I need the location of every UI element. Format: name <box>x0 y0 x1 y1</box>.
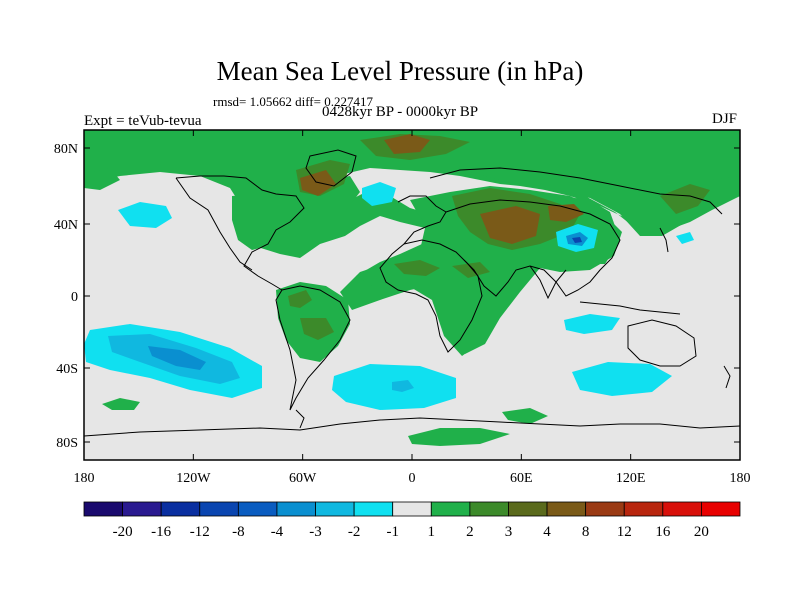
coastline-south-america <box>275 285 351 411</box>
coastline-australia <box>627 319 697 367</box>
lat-tick-label: 0 <box>71 290 78 305</box>
lon-tick-label: 0 <box>409 471 416 486</box>
colorbar-swatch <box>508 501 548 517</box>
north-atlantic-green-small <box>84 168 120 190</box>
coastline-siberia <box>429 167 723 215</box>
south-america-olive-2 <box>300 318 334 340</box>
colorbar-label: -4 <box>271 524 284 540</box>
colorbar-swatch <box>623 501 664 517</box>
coastline-india <box>529 265 567 300</box>
negative-anomalies <box>84 182 694 410</box>
season-label: DJF <box>712 111 738 127</box>
latitude-axis: 80N 40N 0 40S 80S <box>54 142 740 451</box>
southern-ocean-green-east <box>408 428 510 446</box>
page-title: Mean Sea Level Pressure (in hPa) <box>216 56 584 86</box>
lat-tick-label: 40S <box>56 362 78 377</box>
colorbar-swatch <box>315 501 355 517</box>
colorbar-swatch <box>83 501 123 517</box>
canada-brown <box>300 170 336 196</box>
colorbar-swatch <box>199 501 239 517</box>
east-asia-olive <box>660 184 710 214</box>
coastline-new-zealand <box>723 365 731 389</box>
colorbar-swatch <box>430 501 471 517</box>
colorbar-swatch <box>662 501 702 517</box>
colorbar-label: -20 <box>113 524 133 540</box>
colorbar-label: -1 <box>386 524 399 540</box>
coastline-antarctica <box>83 417 741 437</box>
colorbar-label: -3 <box>309 524 322 540</box>
east-asia-cyan <box>676 232 694 244</box>
lat-tick-label: 80S <box>56 436 78 451</box>
colorbar-swatch <box>160 501 201 517</box>
colorbar: -20 -16 -12 -8 -4 -3 -2 -1 1 2 3 4 8 12 16 20 <box>83 501 741 540</box>
asia-brown <box>480 206 540 244</box>
colorbar-label: 16 <box>655 524 671 540</box>
coastlines <box>83 149 741 437</box>
africa-olive-2 <box>452 262 490 278</box>
mongolia-brown <box>548 204 584 222</box>
colorbar-label: 2 <box>466 524 474 540</box>
coastline-alaska <box>175 177 253 271</box>
south-atlantic-blue <box>392 380 414 392</box>
lon-tick-label: 120E <box>616 471 646 486</box>
arctic-green-fill <box>84 130 740 236</box>
coastline-africa <box>379 239 483 353</box>
colorbar-swatch <box>392 501 432 517</box>
colorbar-swatch <box>276 501 316 517</box>
lon-tick-label: 180 <box>730 471 751 486</box>
lon-tick-label: 60W <box>289 471 317 486</box>
coastline-north-america <box>175 175 305 291</box>
colorbar-swatch <box>353 501 394 517</box>
lon-tick-label: 60E <box>510 471 533 486</box>
southern-ocean-green-west <box>102 398 140 410</box>
north-atlantic-cyan <box>362 182 396 206</box>
tibet-deep <box>572 237 582 243</box>
positive-anomalies <box>84 130 740 446</box>
colorbar-label: -16 <box>151 524 171 540</box>
lon-tick-label: 120W <box>176 471 211 486</box>
colorbar-label: -12 <box>190 524 210 540</box>
south-america-olive <box>288 290 312 308</box>
colorbar-label: 8 <box>582 524 590 540</box>
longitude-axis: 180 120W 60W 0 60E 120E 180 <box>74 130 751 486</box>
africa-olive <box>394 260 440 276</box>
colorbar-label: -2 <box>348 524 361 540</box>
stats-text: rmsd= 1.05662 diff= 0.227417 <box>213 94 373 109</box>
colorbar-swatch <box>469 501 509 517</box>
colorbar-label: 12 <box>617 524 632 540</box>
arctic-brown <box>384 134 430 154</box>
coastline-greenland <box>305 149 357 187</box>
southern-ocean-green-east2 <box>502 408 548 424</box>
indian-ocean-cyan-2 <box>564 314 620 334</box>
lat-tick-label: 80N <box>54 142 78 157</box>
map-panel <box>83 129 741 461</box>
colorbar-label: -8 <box>232 524 245 540</box>
colorbar-swatch <box>701 501 741 517</box>
north-pacific-cyan <box>118 202 172 228</box>
colorbar-label: 3 <box>505 524 513 540</box>
colorbar-label: 20 <box>694 524 709 540</box>
period-label: 0428kyr BP - 0000kyr BP <box>322 104 479 120</box>
colorbar-swatch <box>546 501 587 517</box>
coastline-japan <box>659 227 669 253</box>
south-pacific-deep <box>148 346 206 370</box>
colorbar-label: 1 <box>428 524 436 540</box>
indian-ocean-cyan <box>572 362 672 396</box>
lat-tick-label: 40N <box>54 218 78 233</box>
north-america-green <box>232 176 360 250</box>
colorbar-swatch <box>237 501 278 517</box>
lon-tick-label: 180 <box>74 471 95 486</box>
coastline-asia <box>445 199 621 297</box>
colorbar-swatch <box>122 501 162 517</box>
coastline-antarctic-peninsula <box>295 409 305 429</box>
experiment-label: Expt = teVub-tevua <box>84 113 202 129</box>
colorbar-swatch <box>585 501 625 517</box>
coastline-indonesia <box>579 301 681 315</box>
colorbar-label: 4 <box>543 524 551 540</box>
